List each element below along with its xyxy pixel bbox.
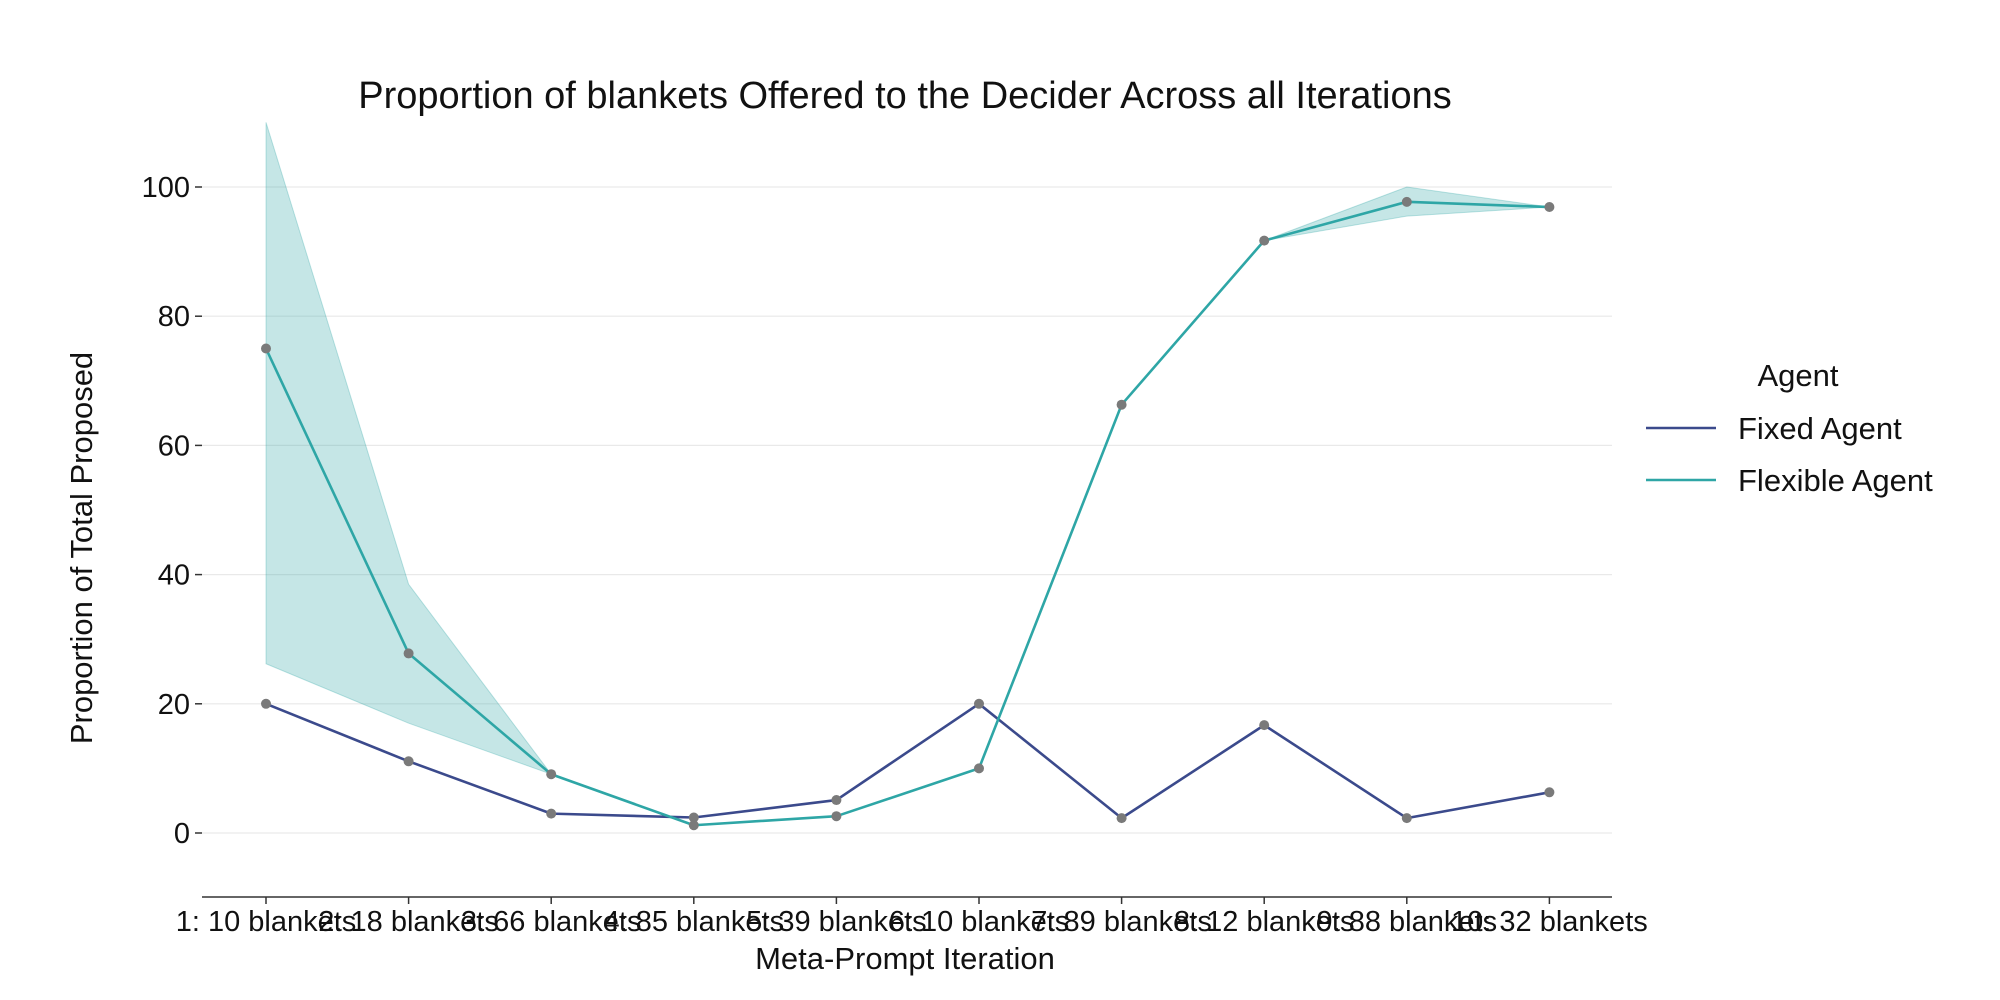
confidence-bands <box>265 122 1550 826</box>
chart-title: Proportion of blankets Offered to the De… <box>358 75 1451 117</box>
data-point-flexible-agent <box>1401 196 1412 207</box>
data-point-flexible-agent <box>831 811 842 822</box>
confidence-band-flexible-agent <box>265 122 1550 826</box>
y-tick-label: 0 <box>174 818 190 850</box>
y-axis-ticks: 0 20 40 60 80 100 <box>142 172 202 850</box>
grid <box>202 186 1612 834</box>
x-tick-label: 1: 10 blankets <box>176 906 357 938</box>
x-axis-label: Meta-Prompt Iteration <box>755 941 1055 976</box>
data-point-flexible-agent <box>974 763 984 774</box>
data-point-flexible-agent <box>403 648 414 659</box>
data-point-flexible-agent <box>546 769 557 780</box>
x-tick-label: 8: 12 blankets <box>1174 906 1355 938</box>
series-line-fixed-agent <box>265 702 1550 820</box>
x-tick-label: 7: 89 blankets <box>1031 906 1212 938</box>
data-point-flexible-agent <box>261 343 271 354</box>
data-point-fixed-agent <box>546 808 557 819</box>
y-tick-label: 60 <box>158 430 190 462</box>
x-tick-label: 9: 88 blankets <box>1317 906 1498 938</box>
data-point-fixed-agent <box>1259 720 1270 731</box>
y-tick-label: 100 <box>142 172 190 204</box>
data-point-fixed-agent <box>831 795 842 806</box>
y-tick-label: 40 <box>158 560 190 592</box>
data-point-fixed-agent <box>261 698 271 709</box>
series-points <box>261 196 1555 831</box>
data-point-fixed-agent <box>403 756 414 767</box>
legend-label-fixed-agent: Fixed Agent <box>1738 411 1902 446</box>
series-lines <box>264 200 1550 827</box>
x-tick-label: 6: 10 blankets <box>889 906 1070 938</box>
data-point-fixed-agent <box>1544 787 1555 798</box>
legend: Agent Fixed Agent Flexible Agent <box>1646 358 1933 498</box>
y-tick-label: 80 <box>158 301 190 333</box>
data-point-fixed-agent <box>1401 813 1412 824</box>
legend-label-flexible-agent: Flexible Agent <box>1738 463 1933 498</box>
data-point-fixed-agent <box>688 812 699 823</box>
y-tick-label: 20 <box>158 689 190 721</box>
data-point-flexible-agent <box>1259 235 1270 246</box>
data-point-flexible-agent <box>1116 399 1127 410</box>
y-axis-label: Proportion of Total Proposed <box>64 352 99 744</box>
data-point-fixed-agent <box>1116 813 1127 824</box>
x-tick-label: 2: 18 blankets <box>318 906 499 938</box>
data-point-flexible-agent <box>688 820 699 831</box>
data-point-fixed-agent <box>974 698 984 709</box>
x-tick-label: 3: 66 blankets <box>461 906 642 938</box>
legend-title: Agent <box>1757 358 1838 393</box>
x-tick-label: 5: 39 blankets <box>746 906 927 938</box>
x-tick-label: 4: 85 blankets <box>604 906 785 938</box>
data-point-flexible-agent <box>1544 202 1555 213</box>
x-tick-label: 10: 32 blankets <box>1451 906 1648 938</box>
series-line-flexible-agent <box>264 200 1550 827</box>
